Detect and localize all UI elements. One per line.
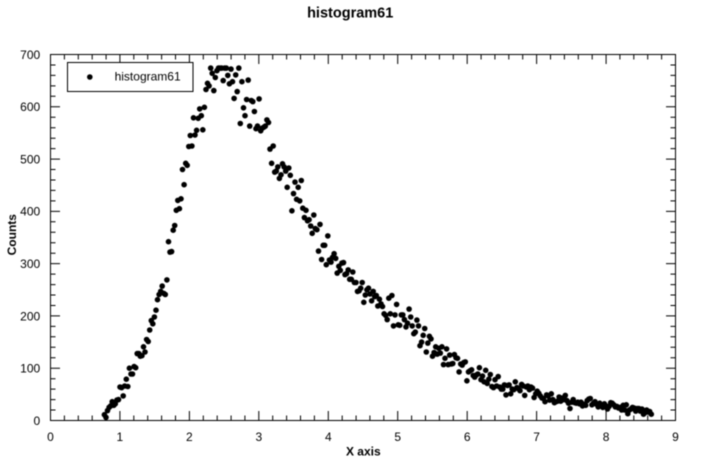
svg-text:7: 7 xyxy=(533,430,540,444)
svg-text:5: 5 xyxy=(394,430,401,444)
svg-text:0: 0 xyxy=(34,414,41,428)
svg-text:histogram61: histogram61 xyxy=(115,69,181,83)
svg-text:9: 9 xyxy=(672,430,679,444)
svg-text:2: 2 xyxy=(186,430,193,444)
svg-text:histogram61: histogram61 xyxy=(307,6,393,22)
svg-text:6: 6 xyxy=(464,430,471,444)
svg-text:100: 100 xyxy=(20,362,40,376)
svg-text:8: 8 xyxy=(603,430,610,444)
svg-text:Counts: Counts xyxy=(5,214,19,256)
svg-text:0: 0 xyxy=(47,430,54,444)
svg-text:3: 3 xyxy=(255,430,262,444)
svg-text:500: 500 xyxy=(20,152,40,166)
svg-text:600: 600 xyxy=(20,100,40,114)
svg-text:700: 700 xyxy=(20,48,40,62)
svg-text:300: 300 xyxy=(20,257,40,271)
svg-text:1: 1 xyxy=(117,430,124,444)
svg-text:4: 4 xyxy=(325,430,332,444)
svg-text:400: 400 xyxy=(20,205,40,219)
svg-text:200: 200 xyxy=(20,309,40,323)
svg-text:X axis: X axis xyxy=(346,445,381,459)
